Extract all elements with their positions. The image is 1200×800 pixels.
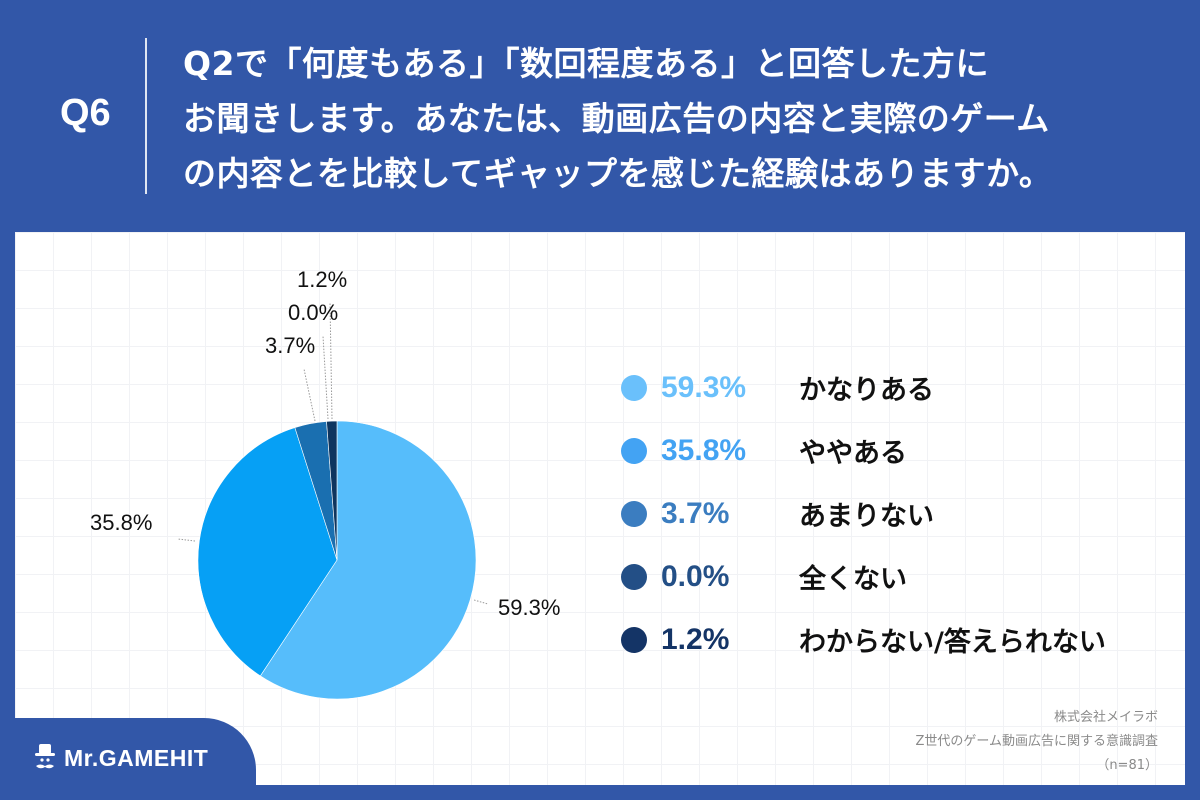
pie-slice: [259, 420, 477, 700]
question-number: Q6: [60, 92, 111, 134]
legend-label: ややある: [799, 438, 907, 469]
legend: 59.3% かなりある 35.8% ややある 3.7% あまりない 0.0% 全…: [621, 356, 1106, 671]
legend-percent: 3.7%: [661, 496, 730, 530]
legend-percent: 1.2%: [661, 622, 730, 656]
pie-slice-label: 1.2%: [297, 267, 348, 292]
question-line: Q2で「何度もある」「数回程度ある」と回答した方に: [183, 44, 990, 83]
logo-text: Mr.GAMEHIT: [64, 744, 209, 771]
legend-label: 全くない: [799, 564, 907, 595]
question-line: の内容とを比較してギャップを感じた経験はありますか。: [183, 154, 1053, 193]
legend-percent: 59.3%: [661, 370, 747, 404]
legend-item: 0.0% 全くない: [621, 545, 1106, 608]
pie-slice: [326, 420, 338, 561]
leader-line: [177, 538, 196, 542]
header: Q6 Q2で「何度もある」「数回程度ある」と回答した方に お聞きします。あなたは…: [0, 0, 1200, 232]
mascot-icon: [35, 744, 55, 769]
source-company: 株式会社メイラボ: [1053, 710, 1158, 725]
source-sample: （n=81）: [1096, 758, 1158, 773]
legend-dot: [621, 626, 647, 653]
pie-slice-label: 35.8%: [90, 510, 153, 535]
logo: Mr.GAMEHIT: [34, 744, 208, 772]
legend-percent: 35.8%: [661, 433, 747, 467]
legend-dot: [621, 563, 647, 590]
legend-label: あまりない: [799, 501, 934, 532]
pie-slice-label: 0.0%: [288, 300, 339, 325]
leader-line: [303, 368, 316, 422]
legend-dot: [621, 374, 647, 401]
legend-percent: 0.0%: [661, 559, 730, 593]
pie-slice-label: 59.3%: [498, 595, 561, 620]
pie-slice: [197, 427, 338, 677]
question-text: Q2で「何度もある」「数回程度ある」と回答した方に お聞きします。あなたは、動画…: [183, 36, 1163, 201]
leader-line: [473, 599, 489, 605]
question-line: お聞きします。あなたは、動画広告の内容と実際のゲーム: [183, 99, 1050, 138]
legend-dot: [621, 500, 647, 527]
pie-slice-label: 3.7%: [265, 333, 316, 358]
legend-label: わからない/答えられない: [799, 627, 1106, 658]
leader-line: [322, 335, 329, 420]
source-survey: Z世代のゲーム動画広告に関する意識調査: [915, 734, 1158, 749]
source-note: 株式会社メイラボ Z世代のゲーム動画広告に関する意識調査 （n=81）: [915, 706, 1158, 778]
legend-label: かなりある: [799, 375, 934, 406]
legend-item: 1.2% わからない/答えられない: [621, 608, 1106, 671]
header-divider: [145, 38, 147, 194]
legend-item: 3.7% あまりない: [621, 482, 1106, 545]
legend-item: 59.3% かなりある: [621, 356, 1106, 419]
legend-dot: [621, 437, 647, 464]
legend-item: 35.8% ややある: [621, 419, 1106, 482]
chart-panel: 59.3% 35.8% 3.7% 0.0% 1.2%: [15, 232, 1185, 785]
pie-chart: [177, 301, 489, 700]
